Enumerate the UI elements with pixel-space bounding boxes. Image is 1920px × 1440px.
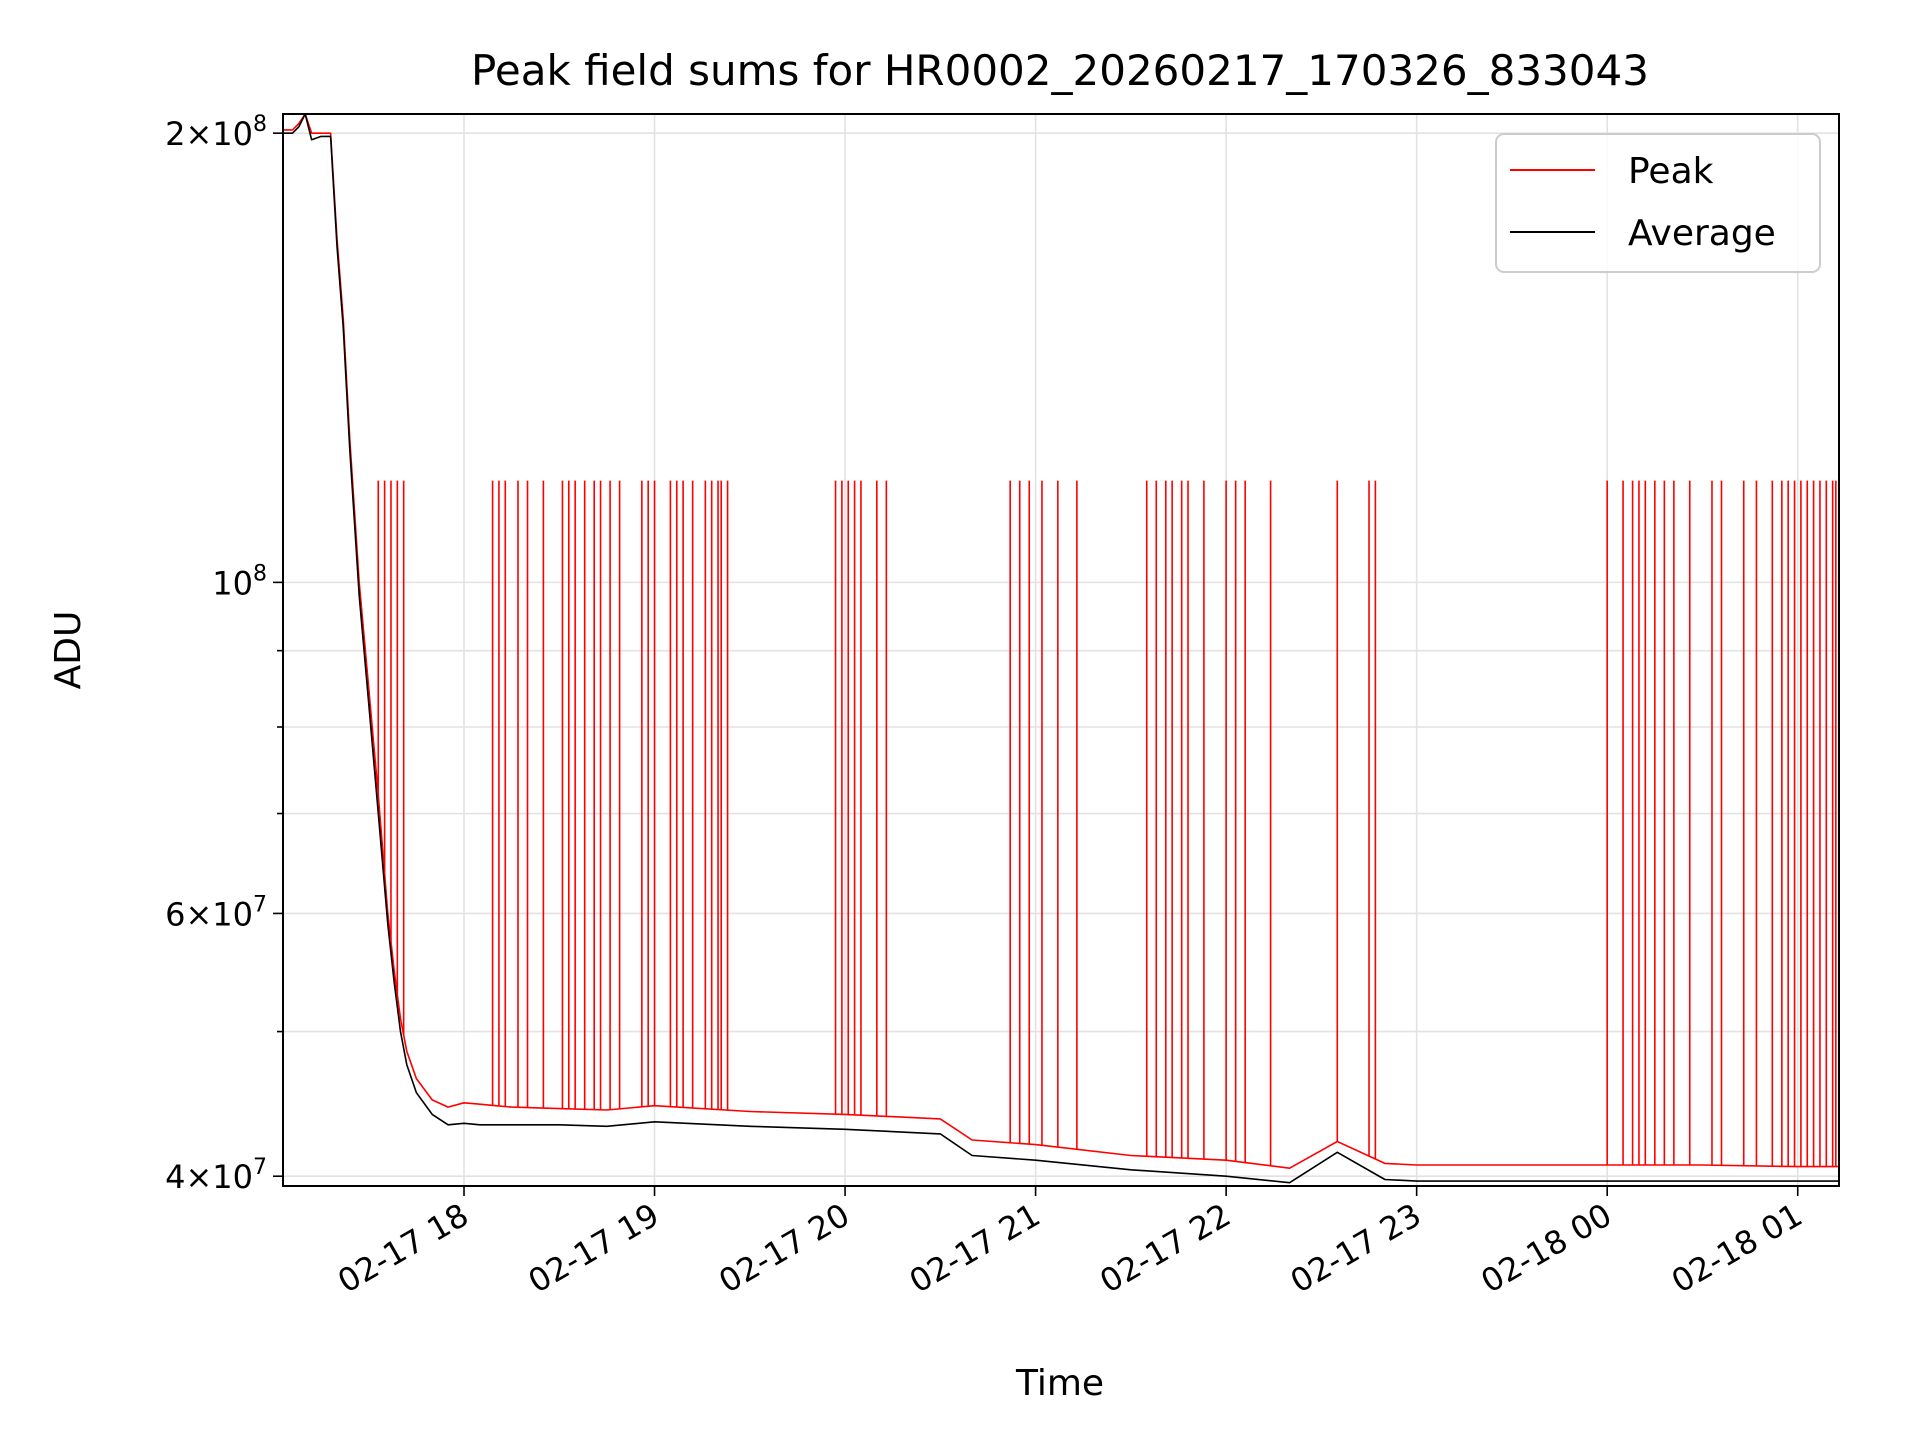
legend-peak-label: Peak: [1628, 151, 1714, 192]
y-axis-label: ADU: [48, 611, 89, 690]
y-tick-label: 2×108: [165, 112, 267, 153]
x-axis-label: Time: [1015, 1363, 1104, 1404]
y-tick-label: 4×107: [165, 1155, 267, 1196]
chart-title: Peak field sums for HR0002_20260217_1703…: [471, 46, 1649, 95]
y-tick-label: 6×107: [165, 892, 267, 933]
grid-layer: [283, 114, 1839, 1186]
series-layer: [283, 114, 1839, 1184]
series-line-average: [283, 114, 1839, 1184]
legend-box: [1495, 133, 1821, 273]
legend: Peak Average: [1495, 133, 1821, 273]
legend-average-label: Average: [1628, 213, 1776, 254]
